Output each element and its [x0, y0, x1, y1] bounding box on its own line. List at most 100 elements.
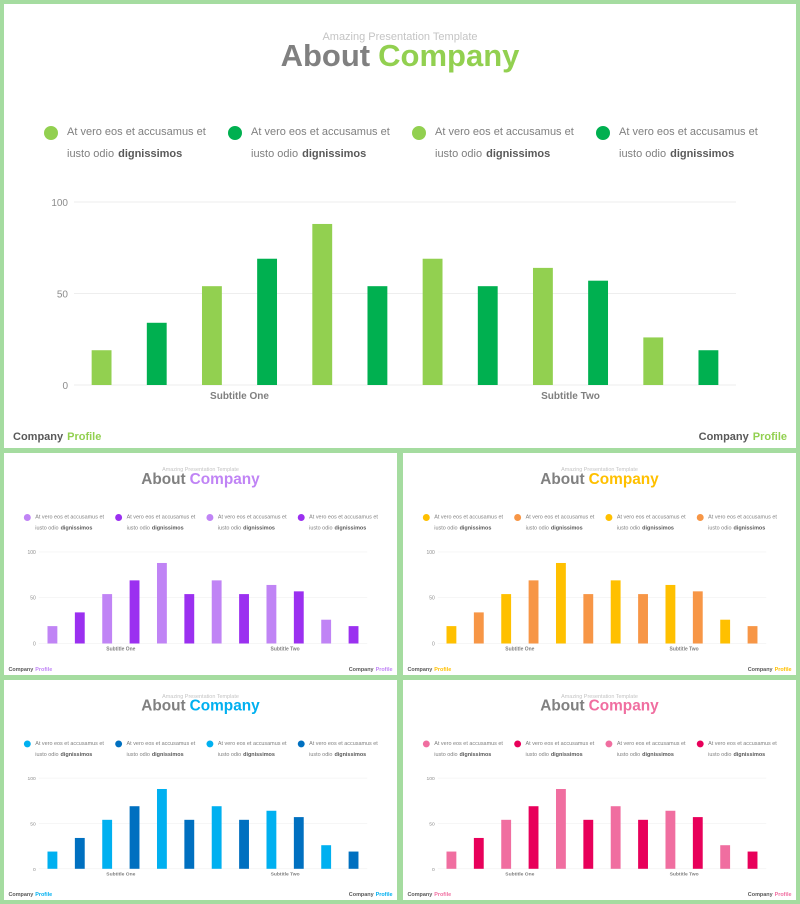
bar: [348, 851, 359, 869]
legend-line-2-plain: iusto odio: [309, 525, 332, 531]
footer-left: Company Profile: [8, 667, 52, 673]
legend-line-1: At vero eos et accusamus et: [617, 514, 686, 520]
legend-line-2-plain: iusto odio: [35, 752, 58, 758]
bar: [528, 806, 539, 869]
footer-word-1: Company: [349, 667, 375, 673]
footer-left: Company Profile: [8, 892, 52, 898]
supertitle: Amazing Presentation Template: [162, 467, 239, 473]
bar: [692, 817, 703, 869]
legend-dot: [514, 514, 522, 521]
bar: [665, 584, 676, 644]
footer-word-1: Company: [407, 667, 433, 673]
legend-line-2: iusto odio dignissimos: [218, 752, 275, 758]
legend-line-2-bold: dignissimos: [733, 525, 765, 531]
legend-line-2-bold: dignissimos: [61, 525, 93, 531]
bar: [74, 837, 85, 869]
bar: [156, 562, 167, 644]
legend-line-2-plain: iusto odio: [127, 752, 150, 758]
legend-line-1: At vero eos et accusamus et: [619, 126, 758, 138]
legend-dot: [206, 740, 214, 748]
legend-line-2-plain: iusto odio: [526, 525, 549, 531]
y-tick-label: 50: [57, 290, 69, 301]
bar: [129, 806, 140, 869]
bar: [610, 580, 621, 644]
x-group-label: Subtitle Two: [670, 646, 699, 652]
legend-line-2: iusto odio dignissimos: [35, 752, 92, 758]
legend-line-2-bold: dignissimos: [486, 148, 550, 160]
legend-line-1: At vero eos et accusamus et: [708, 741, 777, 747]
bar: [348, 626, 359, 644]
legend-line-2: iusto odio dignissimos: [526, 525, 583, 531]
legend-line-1: At vero eos et accusamus et: [526, 741, 595, 747]
legend-line-2-plain: iusto odio: [434, 752, 457, 758]
legend-line-1: At vero eos et accusamus et: [617, 741, 686, 747]
bar: [692, 591, 703, 644]
legend-dot: [422, 740, 430, 748]
legend-dot: [696, 514, 704, 521]
legend-line-2-bold: dignissimos: [551, 525, 583, 531]
bar: [74, 612, 85, 644]
legend-line-2: iusto odio dignissimos: [435, 148, 550, 160]
bar: [610, 806, 621, 869]
legend-line-2: iusto odio dignissimos: [251, 148, 366, 160]
bar: [588, 280, 609, 385]
bar: [720, 619, 731, 644]
bar: [239, 819, 249, 869]
footer-word-2: Profile: [67, 431, 101, 443]
footer-left: Company Profile: [13, 431, 101, 443]
bar: [665, 810, 676, 869]
footer-word-2: Profile: [376, 892, 393, 898]
bar: [321, 845, 332, 869]
y-tick-label: 0: [432, 867, 435, 873]
y-tick-label: 100: [27, 550, 35, 556]
footer-word-2: Profile: [775, 892, 792, 898]
bar: [102, 819, 113, 869]
bar: [257, 258, 278, 385]
legend-line-2: iusto odio dignissimos: [434, 525, 491, 531]
legend-line-1: At vero eos et accusamus et: [434, 741, 503, 747]
y-tick-label: 50: [429, 821, 435, 827]
title-word-2: Company: [190, 471, 260, 488]
legend-line-2: iusto odio dignissimos: [127, 752, 184, 758]
legend-line-1: At vero eos et accusamus et: [309, 514, 378, 520]
legend-line-1: At vero eos et accusamus et: [218, 741, 287, 747]
bar: [201, 286, 222, 385]
legend-dot: [514, 740, 522, 748]
footer-word-2: Profile: [35, 892, 52, 898]
legend-dot: [206, 514, 214, 521]
bar: [146, 322, 167, 385]
x-group-label: Subtitle One: [106, 646, 135, 652]
footer-word-2: Profile: [376, 667, 393, 673]
title-word-1: About: [141, 471, 185, 488]
bar: [211, 806, 222, 869]
legend-line-2-bold: dignissimos: [334, 525, 366, 531]
legend-dot: [696, 740, 704, 748]
legend-line-1: At vero eos et accusamus et: [127, 741, 196, 747]
title-word-1: About: [540, 698, 584, 715]
legend-line-2-bold: dignissimos: [152, 525, 184, 531]
footer-right: Company Profile: [349, 892, 393, 898]
footer-right: Company Profile: [748, 667, 792, 673]
footer-word-1: Company: [8, 892, 33, 898]
legend-dot: [297, 514, 305, 521]
legend-line-1: At vero eos et accusamus et: [218, 514, 287, 520]
bar: [293, 817, 304, 869]
bar: [583, 819, 594, 869]
bar: [91, 350, 112, 385]
legend-line-2: iusto odio dignissimos: [309, 525, 366, 531]
y-tick-label: 100: [51, 198, 68, 209]
bar: [422, 258, 443, 385]
legend-line-1: At vero eos et accusamus et: [35, 741, 104, 747]
y-tick-label: 0: [432, 641, 435, 647]
legend-line-2: iusto odio dignissimos: [434, 752, 491, 758]
x-group-label: Subtitle Two: [670, 872, 699, 878]
legend-line-1: At vero eos et accusamus et: [127, 514, 196, 520]
footer-left: Company Profile: [407, 667, 451, 673]
footer-right: Company Profile: [349, 667, 393, 673]
bar: [720, 845, 731, 869]
bar: [321, 619, 332, 644]
page-title: About Company: [141, 471, 260, 488]
bar: [638, 594, 648, 644]
